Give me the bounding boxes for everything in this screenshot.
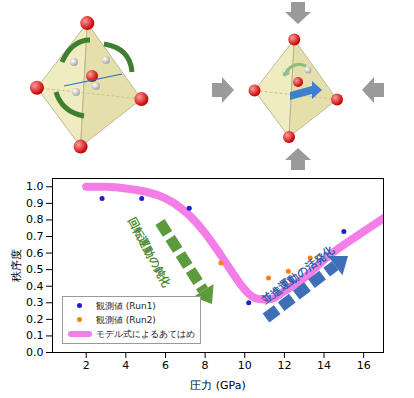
svg-text:4: 4 — [122, 359, 129, 372]
svg-text:0.6: 0.6 — [26, 247, 44, 260]
svg-text:2: 2 — [83, 359, 90, 372]
svg-text:0.2: 0.2 — [26, 313, 44, 326]
svg-text:14: 14 — [317, 359, 331, 372]
svg-text:0.9: 0.9 — [26, 197, 44, 210]
svg-text:16: 16 — [357, 359, 371, 372]
html-text:観測値 (Run2): 観測値 (Run2) — [96, 315, 156, 325]
svg-text:0.8: 0.8 — [26, 213, 44, 226]
svg-text:10: 10 — [238, 359, 252, 372]
svg-text:12: 12 — [277, 359, 291, 372]
svg-text:0.7: 0.7 — [26, 230, 44, 243]
svg-text:圧力 (GPa): 圧力 (GPa) — [190, 379, 245, 392]
svg-text:8: 8 — [202, 359, 209, 372]
svg-text:0.3: 0.3 — [26, 296, 44, 309]
svg-text:0.4: 0.4 — [26, 280, 44, 293]
svg-text:0.1: 0.1 — [26, 329, 44, 342]
svg-text:1.0: 1.0 — [26, 180, 44, 193]
svg-text:並進運動の活発化: 並進運動の活発化 — [258, 243, 338, 308]
svg-text:6: 6 — [162, 359, 169, 372]
svg-text:秩序度: 秩序度 — [10, 249, 23, 282]
svg-text:0.5: 0.5 — [26, 263, 44, 276]
html-text:モデル式によるあてはめ: モデル式によるあてはめ — [96, 329, 195, 339]
svg-text:0.0: 0.0 — [26, 346, 44, 359]
svg-text:回転運動の鈍化: 回転運動の鈍化 — [125, 215, 173, 290]
html-text:観測値 (Run1): 観測値 (Run1) — [96, 301, 156, 311]
